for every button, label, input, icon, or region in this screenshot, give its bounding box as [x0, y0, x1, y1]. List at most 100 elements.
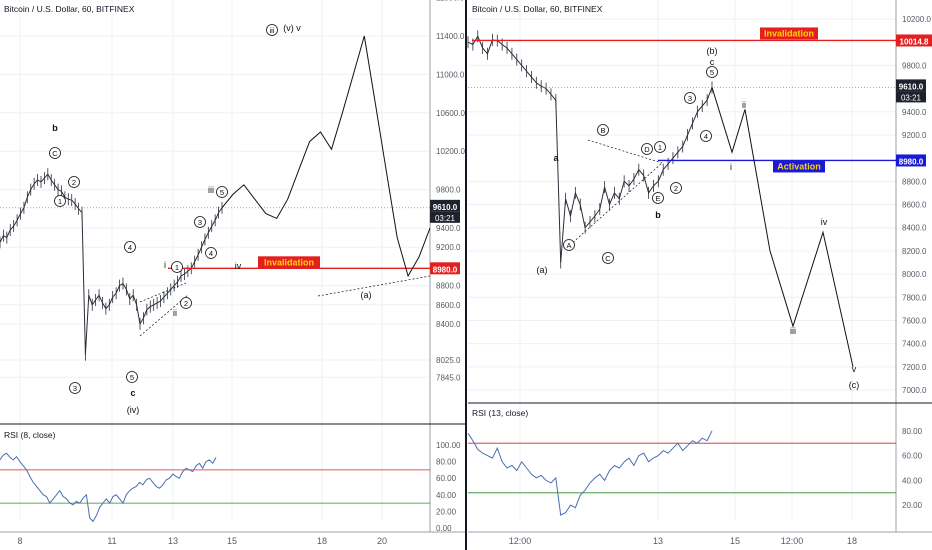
x-tick-label-1: 13 — [653, 536, 663, 546]
wave-circled-4-ring — [124, 241, 136, 253]
wave-circled-3-ring — [69, 382, 81, 394]
price-series — [0, 173, 223, 355]
time-tag-value: 03:21 — [901, 93, 922, 102]
wave-label-2: (a) — [537, 265, 548, 275]
wave-circled-6-ring — [171, 261, 183, 273]
x-tick-label-3: 12:00 — [781, 536, 804, 546]
x-tick-label-2: 13 — [168, 536, 178, 546]
wave-circled-1: B — [600, 126, 605, 135]
wave-label-2: (iv) — [127, 405, 140, 415]
y-tick-label: 10200.0 — [902, 15, 931, 24]
invalidation-badge — [258, 256, 320, 269]
wave-circled-4: E — [655, 194, 660, 203]
y-tick-label: 8000.0 — [902, 270, 927, 279]
wave-circled-3-ring — [641, 143, 653, 155]
level-tag — [430, 262, 460, 275]
y-tick-label: 9800.0 — [902, 61, 927, 70]
wave-circled-6-ring — [670, 182, 682, 194]
wave-label-7: iv — [235, 261, 242, 271]
price-tag-value: 9610.0 — [899, 82, 924, 91]
wave-circled-2: 2 — [72, 178, 76, 187]
price-tag-value: 9610.0 — [433, 203, 458, 212]
y-tick-label: 8200.0 — [902, 247, 927, 256]
wave-circled-4-ring — [652, 192, 664, 204]
rsi-label: RSI (8, close) — [4, 430, 56, 440]
wave-circled-6: 2 — [674, 184, 678, 193]
y-tick-label: 8600.0 — [902, 201, 927, 210]
wave-label-8: (a) — [361, 290, 372, 300]
rsi-label: RSI (13, close) — [472, 408, 528, 418]
y-tick-label: 7800.0 — [902, 293, 927, 302]
time-tag-value: 03:21 — [435, 214, 456, 223]
rsi-tick-label: 40.00 — [902, 476, 923, 485]
wave-circled-1-ring — [54, 195, 66, 207]
wave-circled-6: 1 — [175, 263, 179, 272]
wave-label-3: (b) — [707, 46, 718, 56]
y-tick-label: 7845.0 — [436, 373, 461, 382]
wave-label-0: a — [553, 153, 559, 163]
wave-circled-2-ring — [68, 176, 80, 188]
rsi-tick-label: 100.00 — [436, 441, 461, 450]
wave-circled-8: 4 — [704, 132, 708, 141]
activation-tag — [896, 154, 926, 167]
wave-label-1: c — [130, 388, 135, 398]
x-tick-label-4: 18 — [317, 536, 327, 546]
y-tick-label: 9200.0 — [902, 131, 927, 140]
y-tick-label: 8600.0 — [436, 301, 461, 310]
wave-label-6: ii — [742, 100, 746, 110]
y-tick-label: 10600.0 — [436, 109, 465, 118]
wave-label-5: iii — [208, 185, 214, 195]
y-tick-label: 8800.0 — [902, 177, 927, 186]
wave-circled-9: 5 — [710, 68, 714, 77]
wave-label-10: (c) — [849, 380, 860, 390]
wave-label-4: c — [710, 57, 715, 67]
x-tick-label-2: 15 — [730, 536, 740, 546]
y-tick-label: 7200.0 — [902, 363, 927, 372]
wave-circled-5: 5 — [130, 373, 134, 382]
price-tag — [896, 79, 926, 92]
channel-line — [317, 275, 431, 297]
wave-circled-0-ring — [49, 147, 61, 159]
x-tick-label-0: 12:00 — [509, 536, 532, 546]
y-tick-label: 8800.0 — [436, 282, 461, 291]
wave-circled-0: C — [52, 149, 58, 158]
wave-circled-9-ring — [706, 66, 718, 78]
wave-circled-3: 3 — [73, 384, 77, 393]
rsi-tick-label: 80.00 — [902, 427, 923, 436]
y-tick-label: 11000.0 — [436, 70, 465, 79]
wave-circled-10: 5 — [220, 188, 224, 197]
triangle-bottom — [569, 162, 663, 246]
time-tag — [430, 211, 460, 223]
left-chart-panel: 11800.0 11400.0 11000.0 10600.0 10200.0 9800.… — [0, 0, 466, 546]
invalidation-label: Invalidation — [264, 257, 314, 267]
wedge-bottom — [139, 294, 189, 337]
wave-circled-7-ring — [180, 297, 192, 309]
wave-circled-2-ring — [602, 252, 614, 264]
projection-path — [221, 35, 431, 278]
rsi-tick-label: 60.00 — [902, 452, 923, 461]
wave-circled-7: 3 — [688, 94, 692, 103]
wave-circled-4: 4 — [128, 243, 132, 252]
wave-circled-11-ring — [266, 24, 278, 36]
wave-circled-9-ring — [205, 247, 217, 259]
wave-circled-5-ring — [654, 141, 666, 153]
x-tick-label-1: 11 — [107, 536, 116, 546]
time-tag — [896, 91, 926, 103]
invalidation-tag — [896, 34, 932, 47]
y-tick-label: 9400.0 — [436, 224, 461, 233]
wave-circled-1-ring — [597, 124, 609, 136]
y-tick-label: 11800.0 — [436, 0, 465, 3]
right-chart-panel: 10200.0 9800.0 9400.0 9200.0 8800.0 8600.0 840… — [467, 0, 932, 546]
wave-circled-7-ring — [684, 92, 696, 104]
wave-label-3: i — [164, 260, 166, 270]
x-tick-label-0: 8 — [17, 536, 22, 546]
triangle-top — [587, 139, 663, 164]
y-tick-label: 9400.0 — [902, 108, 927, 117]
rsi-series — [0, 452, 217, 523]
wave-circled-9: 4 — [209, 249, 213, 258]
wave-circled-5-ring — [126, 371, 138, 383]
wave-circled-2: C — [605, 254, 611, 263]
activation-badge — [773, 160, 825, 173]
wave-label-7: iii — [790, 326, 796, 336]
